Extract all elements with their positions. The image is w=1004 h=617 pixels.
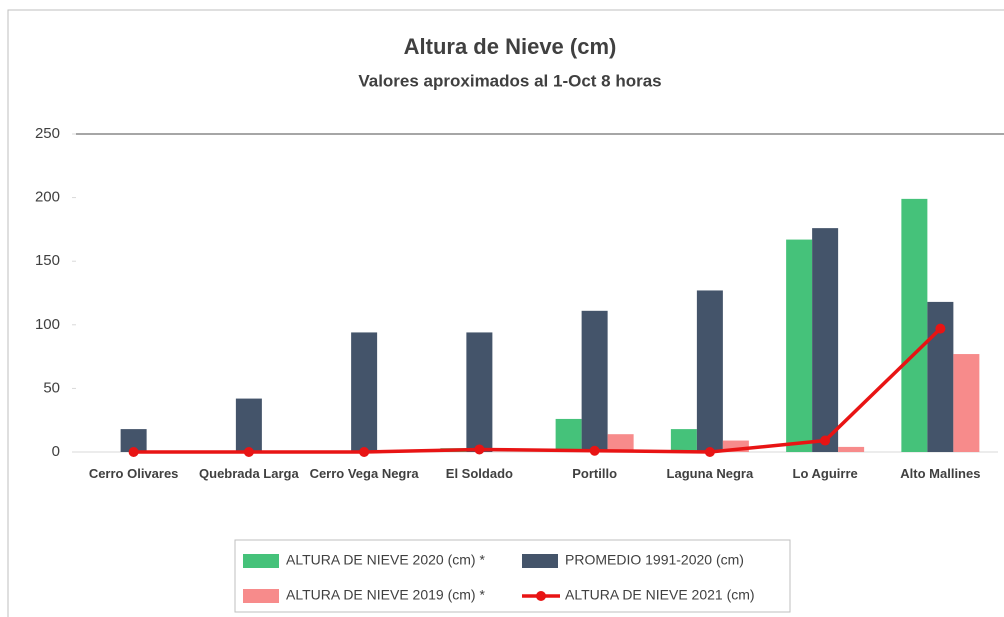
legend-label: ALTURA DE NIEVE 2021 (cm) [565,587,755,603]
bar [838,446,865,452]
x-tick-label: Alto Mallines [900,466,981,481]
line-marker [935,323,946,334]
bar [351,332,378,452]
legend-swatch [522,554,558,568]
bar [722,440,749,452]
bar [670,429,697,452]
line-marker [243,447,254,457]
bar [235,398,262,452]
legend-swatch [243,589,279,603]
bar [812,228,839,452]
x-tick-label: Lo Aguirre [792,466,858,481]
x-tick-label: Quebrada Larga [199,466,299,481]
chart-subtitle: Valores aproximados al 1-Oct 8 horas [358,71,661,90]
x-tick-label: Laguna Negra [666,466,754,481]
legend-label: ALTURA DE NIEVE 2020 (cm) * [286,552,485,568]
y-tick-label: 100 [35,316,60,333]
x-tick-label: Cerro Vega Negra [309,466,419,481]
y-tick-label: 200 [35,189,60,206]
legend-swatch [243,554,279,568]
legend-box [234,539,791,613]
bar [901,198,928,452]
bar [696,290,723,452]
line [133,327,942,454]
chart-frame [7,9,1004,617]
y-tick-label: 150 [35,252,60,269]
y-tick-label: 250 [35,125,60,142]
y-tick-label: 0 [52,443,60,460]
legend-label: ALTURA DE NIEVE 2019 (cm) * [286,587,485,603]
legend-swatch-marker [536,591,546,601]
y-tick-label: 50 [43,379,60,396]
line-marker [820,435,831,446]
bar [581,310,608,452]
line-marker [589,445,600,456]
line-marker [704,447,715,457]
bar [466,332,493,452]
bar [555,418,582,452]
x-tick-label: Portillo [572,466,618,481]
chart-title: Altura de Nieve (cm) [404,34,617,59]
bar [607,434,634,452]
line-marker [359,447,370,457]
line-marker [128,447,139,457]
line-marker [474,444,485,455]
x-tick-label: El Soldado [445,466,513,481]
bar [120,429,147,452]
x-tick-label: Cerro Olivares [88,466,179,481]
bar [786,239,813,452]
legend-label: PROMEDIO 1991-2020 (cm) [565,552,744,568]
bar [953,354,980,452]
